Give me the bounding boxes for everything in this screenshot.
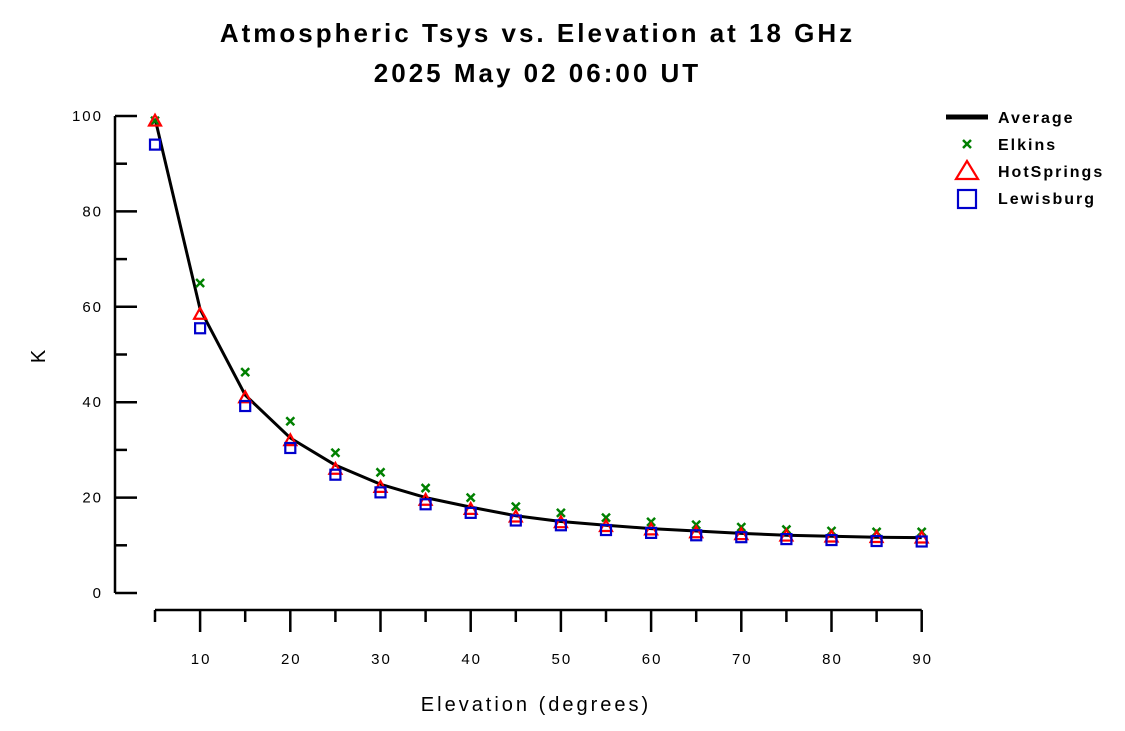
point-elkins [240, 367, 251, 378]
series-line-average [153, 118, 922, 540]
point-lewisburg [915, 535, 928, 548]
point-lewisburg [690, 529, 703, 542]
point-lewisburg [148, 138, 162, 151]
legend-swatch-elkins-stroke [962, 139, 972, 149]
x-tick-label: 90 [912, 651, 933, 668]
point-elkins-stroke [556, 507, 566, 518]
point-elkins-stroke [375, 467, 386, 478]
legend-label-lewisburg: Lewisburg [998, 191, 1096, 208]
axes: 0 20 40 60 80 100 10 20 30 40 50 60 70 80 90 [72, 108, 933, 668]
legend: Average Elkins HotSprings Lewisburg [946, 110, 1104, 210]
x-tick-label: 40 [461, 651, 482, 668]
chart-subtitle: 2025 May 02 06:00 UT [373, 58, 702, 88]
point-elkins-stroke [195, 278, 205, 288]
chart-title: Atmospheric Tsys vs. Elevation at 18 GHz [219, 18, 856, 48]
point-lewisburg [825, 533, 838, 547]
point-lewisburg [194, 322, 207, 335]
x-tick-label: 60 [642, 651, 663, 668]
point-elkins [601, 512, 611, 523]
legend-label-elkins: Elkins [998, 137, 1057, 154]
point-lewisburg [464, 506, 477, 519]
point-hotsprings [192, 305, 208, 320]
x-tick-label: 70 [732, 651, 753, 668]
point-lewisburg [419, 498, 432, 511]
series-layer [147, 112, 930, 548]
point-lewisburg [374, 486, 387, 499]
point-elkins [375, 467, 386, 478]
point-lewisburg [870, 534, 883, 548]
y-tick-label: 0 [93, 585, 103, 602]
legend-swatch-lewisburg [956, 188, 978, 210]
point-hotsprings [237, 389, 254, 404]
point-lewisburg [554, 519, 568, 532]
x-tick-label: 50 [552, 651, 573, 668]
point-hotsprings [147, 112, 163, 127]
y-tick-label: 40 [82, 394, 103, 411]
point-lewisburg [329, 468, 342, 481]
point-elkins-stroke [285, 416, 296, 427]
point-elkins-stroke [601, 512, 611, 523]
legend-swatch-elkins [962, 139, 972, 149]
point-elkins-stroke [240, 367, 251, 378]
point-elkins [420, 483, 431, 493]
x-tick-label: 80 [822, 651, 843, 668]
point-lewisburg [509, 514, 522, 527]
legend-swatch-hotsprings [954, 158, 980, 181]
point-elkins-stroke [510, 501, 521, 512]
y-tick-label: 80 [82, 203, 103, 220]
point-elkins-stroke [465, 492, 476, 503]
point-hotsprings [733, 526, 750, 541]
y-tick-label: 60 [82, 299, 103, 316]
point-hotsprings [327, 460, 344, 475]
point-lewisburg [780, 532, 793, 546]
point-hotsprings [282, 432, 299, 447]
point-elkins [465, 492, 476, 503]
point-elkins [285, 416, 296, 427]
x-tick-label: 30 [371, 651, 392, 668]
point-hotsprings [553, 514, 569, 529]
x-tick-label: 10 [191, 651, 212, 668]
point-hotsprings [688, 524, 705, 539]
y-tick-label: 100 [72, 108, 103, 125]
point-lewisburg [599, 523, 613, 537]
point-elkins [330, 447, 341, 458]
point-lewisburg [735, 531, 748, 544]
y-tick-label: 20 [82, 490, 103, 507]
point-elkins [510, 501, 521, 512]
legend-label-hotsprings: HotSprings [998, 164, 1104, 181]
point-elkins-stroke [420, 483, 431, 493]
point-elkins [195, 278, 205, 288]
point-elkins-stroke [330, 447, 341, 458]
y-axis-label: K [28, 347, 50, 363]
x-tick-label: 20 [281, 651, 302, 668]
point-lewisburg [239, 399, 252, 413]
point-lewisburg [644, 526, 658, 539]
legend-label-average: Average [998, 110, 1075, 127]
x-axis-label: Elevation (degrees) [421, 694, 651, 716]
point-elkins [556, 507, 566, 518]
point-lewisburg [284, 441, 297, 455]
